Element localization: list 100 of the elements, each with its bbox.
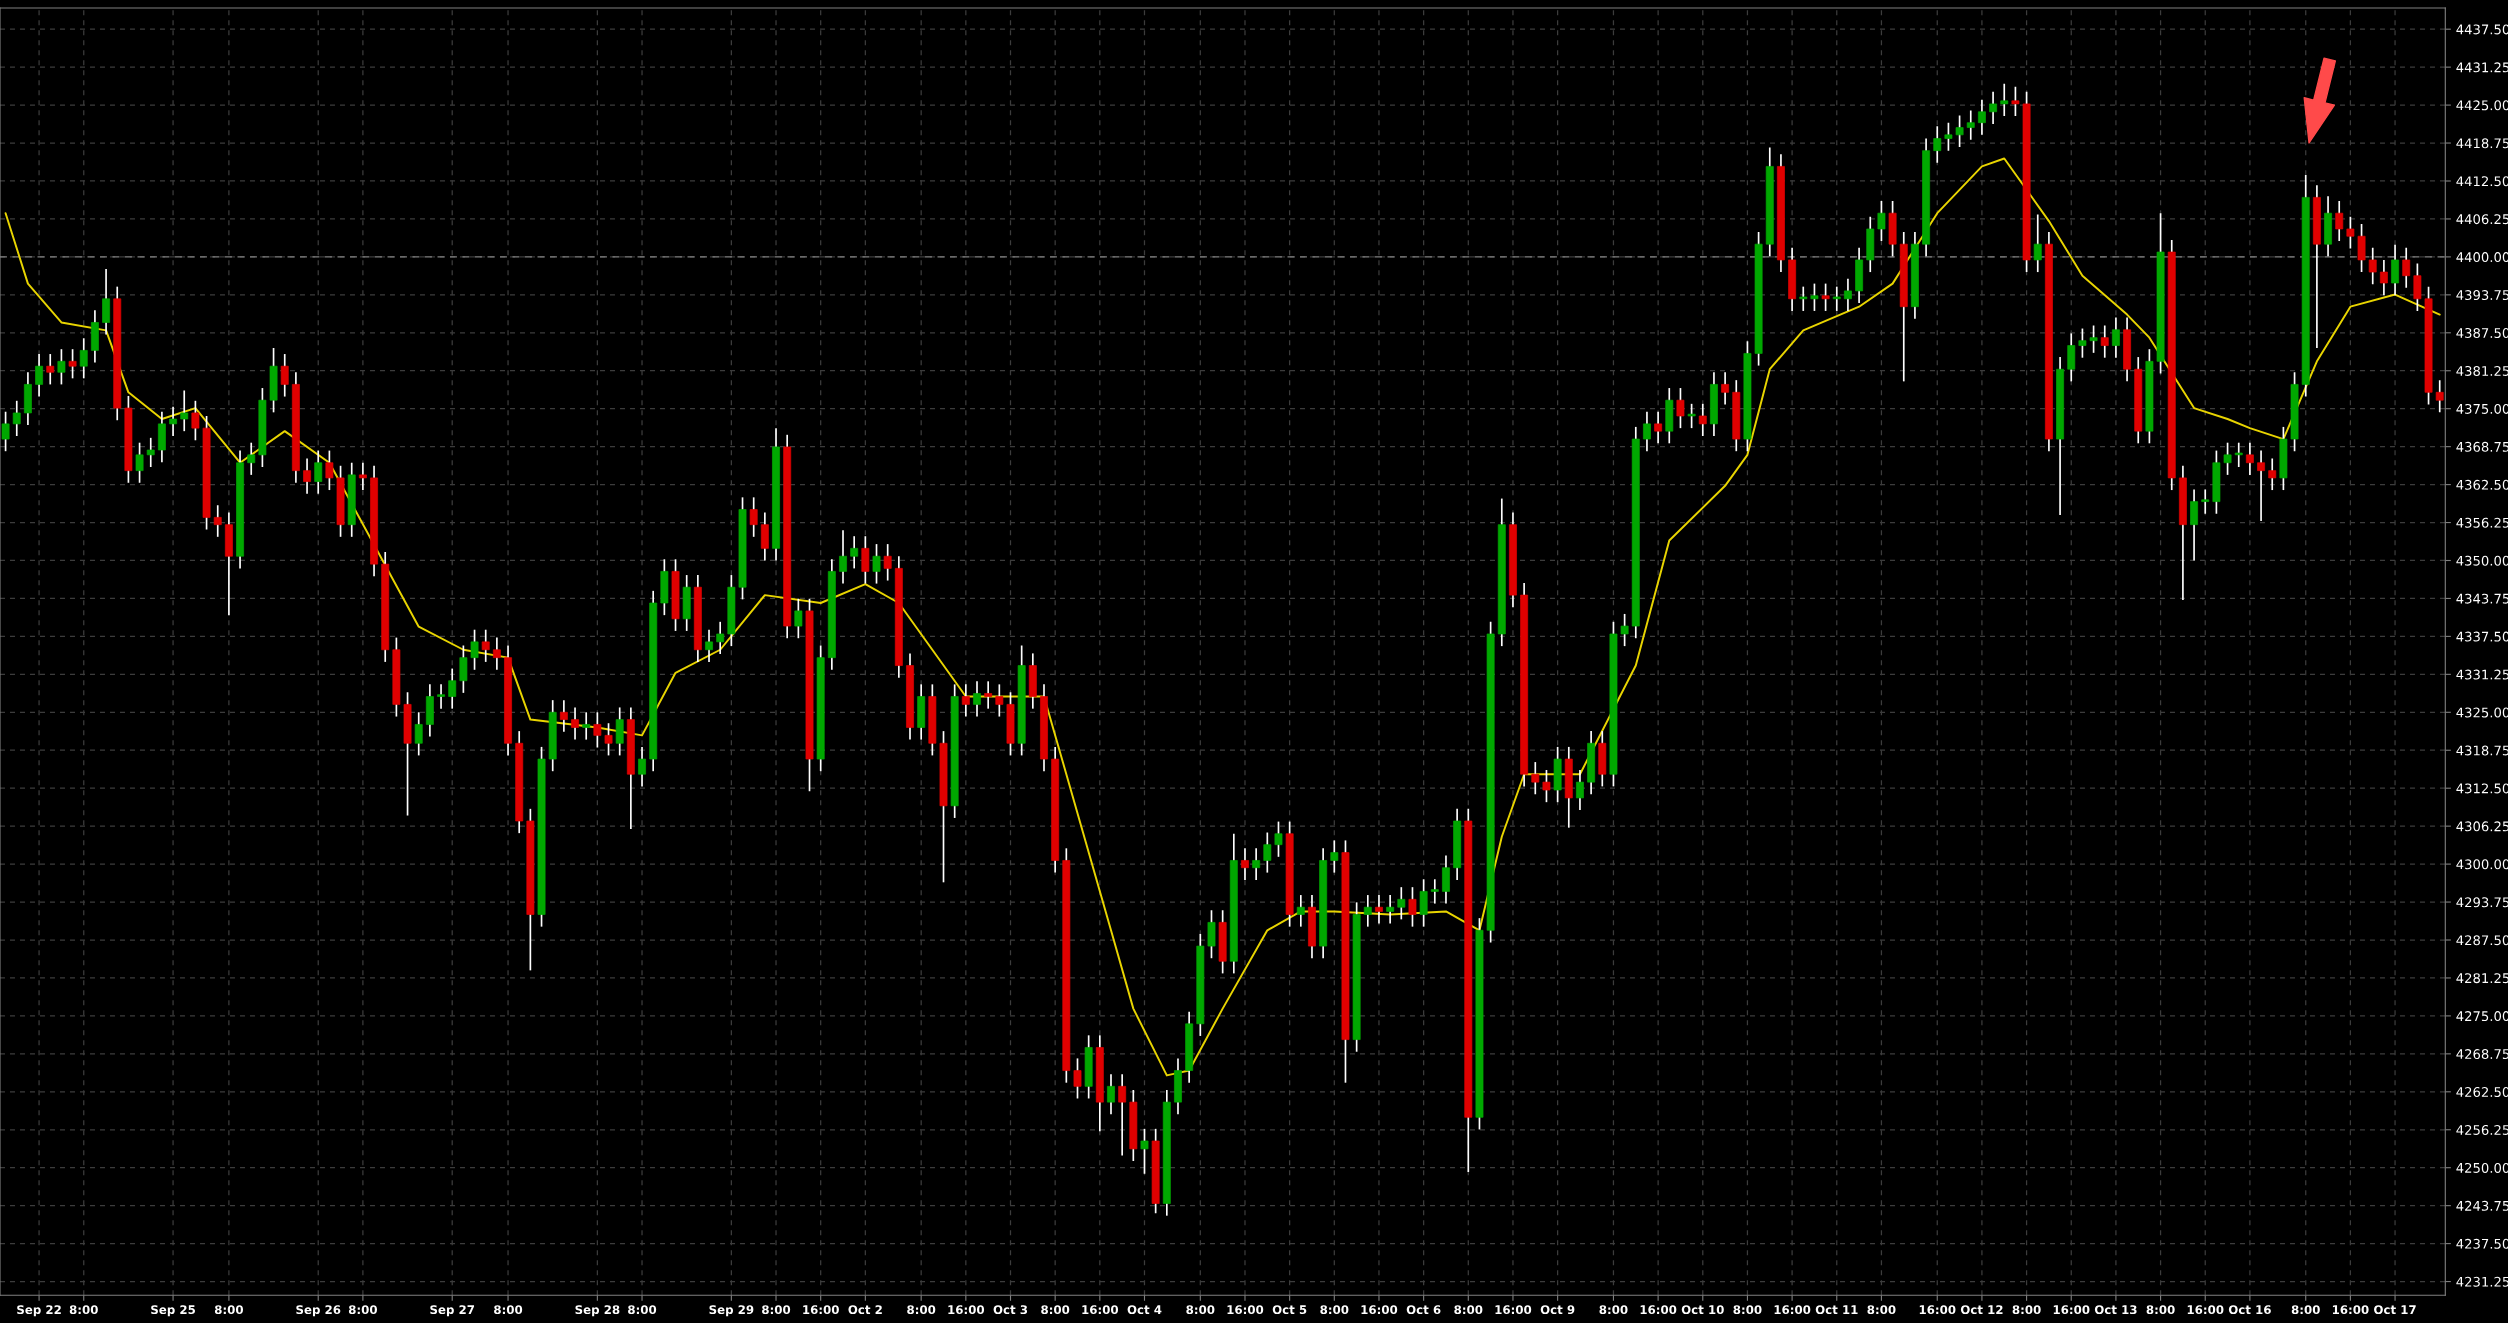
candlestick bbox=[1107, 1073, 1115, 1116]
candlestick bbox=[984, 680, 993, 710]
candlestick bbox=[169, 406, 177, 437]
x-tick-label: Oct 11 bbox=[1815, 1305, 1858, 1315]
candlestick bbox=[2391, 243, 2399, 296]
x-tick-label: 16:00 bbox=[948, 1305, 985, 1315]
candlestick bbox=[1620, 613, 1629, 647]
x-tick-label: 16:00 bbox=[1919, 1305, 1956, 1315]
x-tick-label: 8:00 bbox=[214, 1305, 244, 1315]
candlestick bbox=[1676, 387, 1685, 429]
candlestick bbox=[2257, 449, 2265, 522]
x-tick-label: 8:00 bbox=[1454, 1305, 1483, 1315]
candlestick bbox=[716, 620, 725, 655]
candlestick bbox=[492, 636, 501, 671]
candlestick bbox=[2346, 215, 2355, 250]
candlestick bbox=[1687, 403, 1696, 429]
x-tick-label: 8:00 bbox=[494, 1305, 523, 1315]
candlestick bbox=[2234, 441, 2243, 468]
x-tick-label: 16:00 bbox=[1082, 1305, 1119, 1315]
candlestick bbox=[1810, 282, 1819, 312]
x-tick-label: 8:00 bbox=[1867, 1305, 1896, 1315]
candlestick bbox=[12, 399, 21, 437]
candlestick bbox=[1989, 90, 1998, 125]
candlestick bbox=[973, 680, 981, 718]
candlestick bbox=[604, 722, 613, 757]
candlestick bbox=[2100, 324, 2109, 359]
candlestick bbox=[995, 683, 1004, 718]
candlestick bbox=[638, 746, 646, 788]
candlestick bbox=[1531, 761, 1540, 796]
candlestick bbox=[437, 683, 445, 710]
candlestick bbox=[2402, 246, 2411, 289]
x-tick-label: Oct 13 bbox=[2094, 1305, 2137, 1315]
candlestick bbox=[2201, 488, 2210, 515]
candlestick bbox=[1442, 854, 1450, 905]
candlestick bbox=[303, 457, 311, 495]
candlestick bbox=[68, 348, 77, 380]
x-tick-label: 16:00 bbox=[1774, 1305, 1811, 1315]
x-tick-label: Oct 4 bbox=[1127, 1305, 1162, 1315]
x-tick-label: 16:00 bbox=[1227, 1305, 1264, 1315]
candlestick bbox=[2033, 213, 2042, 273]
x-tick-label: Oct 3 bbox=[993, 1305, 1028, 1315]
candlestick bbox=[1386, 894, 1395, 925]
x-tick-label: 8:00 bbox=[907, 1305, 936, 1315]
candlestick bbox=[1263, 831, 1272, 874]
x-tick-label: Oct 16 bbox=[2228, 1305, 2271, 1315]
candlestick bbox=[1643, 410, 1651, 453]
candlestick bbox=[1419, 878, 1428, 928]
candlestick bbox=[1844, 277, 1852, 312]
candlestick bbox=[2379, 259, 2388, 296]
candlestick bbox=[961, 683, 970, 718]
candlestick bbox=[247, 441, 256, 476]
candlestick bbox=[1296, 894, 1305, 928]
candlestick bbox=[705, 628, 713, 663]
candlestick bbox=[459, 644, 468, 694]
candlestick bbox=[102, 268, 110, 336]
candlestick bbox=[1073, 1057, 1082, 1100]
x-tick-label: 8:00 bbox=[348, 1305, 378, 1315]
x-tick-label: Sep 29 bbox=[709, 1305, 754, 1317]
candlestick bbox=[1799, 285, 1808, 312]
x-tick-label: Sep 28 bbox=[575, 1305, 620, 1317]
x-tick-label: 8:00 bbox=[1186, 1305, 1215, 1315]
candlestick bbox=[79, 337, 88, 380]
x-tick-label: Oct 6 bbox=[1406, 1305, 1441, 1315]
candlestick bbox=[314, 449, 323, 495]
candlestick bbox=[1241, 847, 1249, 881]
x-tick-label: 8:00 bbox=[1599, 1305, 1628, 1315]
candlestick bbox=[1, 410, 10, 453]
candlestick bbox=[2011, 86, 2020, 117]
candlestick bbox=[883, 543, 892, 582]
candlestick bbox=[615, 706, 624, 757]
x-tick-label: 8:00 bbox=[69, 1305, 98, 1315]
x-tick-label: Sep 25 bbox=[151, 1305, 195, 1317]
x-tick-label: 16:00 bbox=[1495, 1305, 1532, 1315]
candlestick bbox=[1397, 886, 1406, 921]
candlestick bbox=[1832, 285, 1841, 312]
candlestick bbox=[213, 504, 222, 538]
candlestick bbox=[1274, 820, 1283, 858]
candlestick bbox=[2245, 441, 2254, 476]
x-tick-label: 16:00 bbox=[1640, 1305, 1677, 1315]
candlestick bbox=[1654, 410, 1663, 445]
candlestick bbox=[1207, 909, 1216, 960]
x-tick-label: 8:00 bbox=[2012, 1305, 2041, 1315]
candlestick bbox=[2413, 262, 2422, 312]
x-tick-label: 8:00 bbox=[1733, 1305, 1762, 1315]
x-tick-label: 8:00 bbox=[1041, 1305, 1070, 1315]
candlestick bbox=[448, 667, 457, 710]
candlestick bbox=[1966, 109, 1975, 141]
candlestick bbox=[760, 511, 769, 562]
candlestick bbox=[46, 353, 55, 386]
candlestick bbox=[2223, 441, 2232, 476]
candlestick bbox=[1721, 371, 1730, 406]
candlestick bbox=[2335, 200, 2344, 242]
candlestick bbox=[559, 699, 568, 733]
candlestick bbox=[850, 535, 859, 570]
candlestick bbox=[582, 711, 591, 741]
x-tick-label: Oct 17 bbox=[2374, 1305, 2416, 1315]
x-tick-label: 8:00 bbox=[2146, 1305, 2175, 1315]
candlestick bbox=[2089, 324, 2098, 354]
candlestick bbox=[1375, 894, 1383, 925]
candlestick bbox=[2268, 457, 2277, 491]
